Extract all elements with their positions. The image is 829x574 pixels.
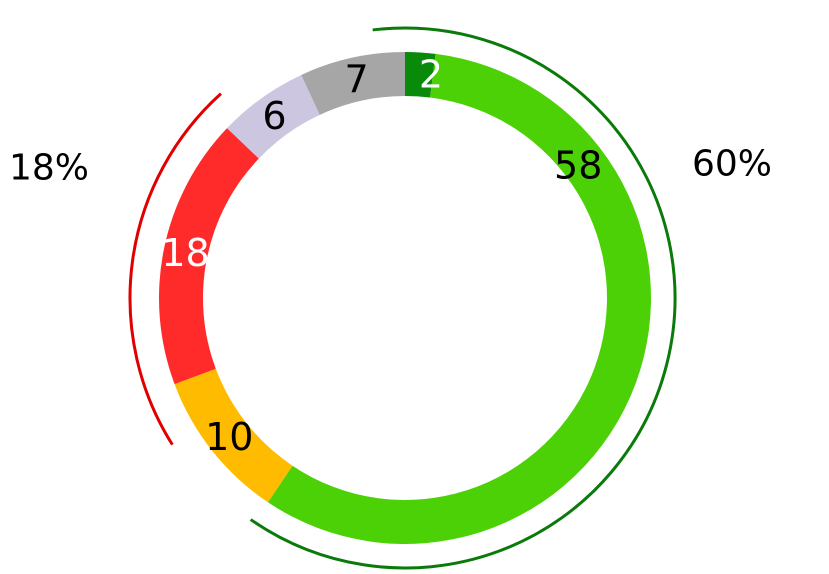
donut-segment-18 bbox=[159, 128, 259, 385]
segment-label-2: 2 bbox=[419, 52, 443, 96]
segment-label-7: 7 bbox=[345, 57, 369, 101]
segment-label-18: 18 bbox=[161, 231, 209, 275]
segment-label-10: 10 bbox=[205, 415, 253, 459]
segment-label-58: 58 bbox=[554, 144, 602, 188]
donut-segments bbox=[159, 52, 652, 544]
group-percent-label: 18% bbox=[9, 148, 89, 189]
donut-segment-10 bbox=[174, 368, 293, 503]
donut-segment-7 bbox=[301, 52, 405, 115]
donut-segment-58 bbox=[267, 53, 652, 544]
group-bracket-arc bbox=[249, 26, 677, 570]
group-labels: 60% 18% bbox=[9, 144, 772, 189]
group-percent-label: 60% bbox=[692, 144, 772, 185]
group-bracket-arc bbox=[128, 92, 222, 446]
donut-segment-2 bbox=[405, 52, 436, 98]
segment-labels: 2 58 10 18 6 7 bbox=[161, 52, 602, 458]
segment-label-6: 6 bbox=[262, 94, 286, 138]
donut-segment-6 bbox=[227, 74, 320, 159]
group-brackets bbox=[128, 26, 677, 570]
